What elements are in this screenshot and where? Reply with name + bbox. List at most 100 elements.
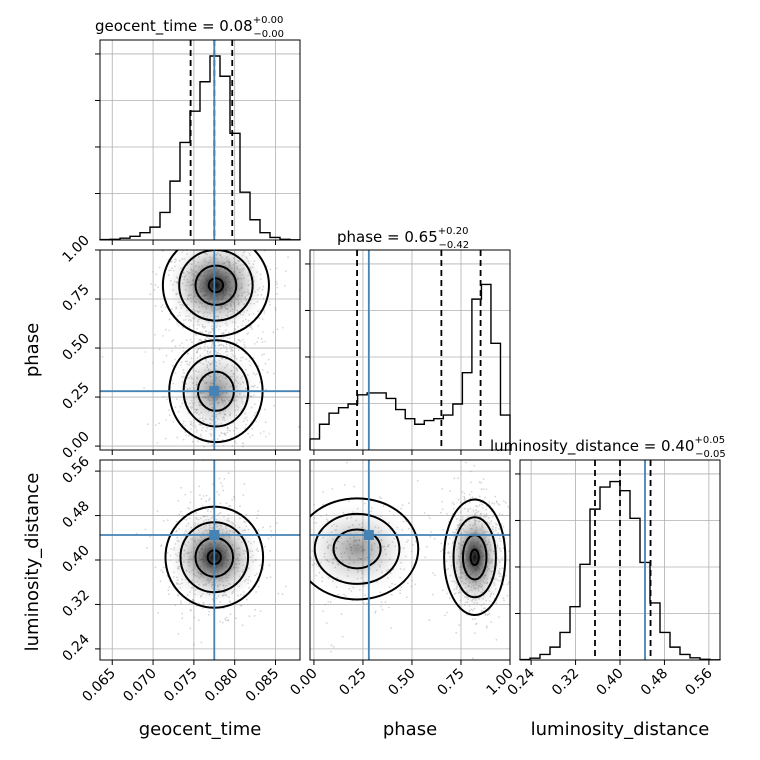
sample-point bbox=[239, 517, 241, 519]
sample-point bbox=[439, 511, 442, 514]
sample-point bbox=[167, 222, 169, 224]
y-tick-label-phase: 1.00 bbox=[59, 232, 92, 265]
sample-point bbox=[216, 490, 219, 493]
sample-point bbox=[366, 602, 368, 605]
sample-point bbox=[257, 324, 260, 327]
sample-point bbox=[217, 341, 220, 344]
sample-point bbox=[246, 231, 248, 233]
sample-point bbox=[468, 501, 471, 504]
sample-point bbox=[276, 293, 278, 296]
sample-point bbox=[269, 550, 272, 552]
sample-point bbox=[166, 552, 169, 554]
sample-point bbox=[162, 520, 165, 522]
sample-point bbox=[268, 564, 271, 567]
x-tick-label-luminosity-distance: 0.56 bbox=[682, 665, 715, 698]
sample-point bbox=[201, 504, 204, 507]
sample-point bbox=[225, 616, 228, 619]
sample-point bbox=[193, 600, 195, 602]
sample-point bbox=[261, 318, 264, 320]
sample-point bbox=[231, 445, 234, 447]
sample-point bbox=[498, 512, 501, 515]
sample-point bbox=[471, 496, 474, 499]
sample-point bbox=[159, 248, 161, 250]
sample-point bbox=[144, 351, 147, 353]
sample-point bbox=[222, 232, 224, 234]
sample-point bbox=[160, 545, 162, 548]
sample-point bbox=[487, 613, 490, 616]
sample-point bbox=[329, 601, 332, 604]
tick-labels: 0.065 0.070 0.075 0.080 0.085 0.00 0.25 0.50 0.7… bbox=[59, 232, 715, 705]
sample-point bbox=[276, 283, 278, 285]
sample-point bbox=[161, 304, 164, 307]
sample-point bbox=[237, 349, 240, 351]
sample-point bbox=[222, 337, 225, 339]
sample-point bbox=[242, 494, 245, 496]
sample-point bbox=[266, 371, 269, 374]
sample-point bbox=[204, 338, 206, 341]
sample-point bbox=[267, 537, 270, 540]
sample-point bbox=[221, 439, 224, 441]
sample-point bbox=[195, 334, 198, 337]
sample-point bbox=[197, 602, 200, 605]
sample-point bbox=[189, 609, 192, 611]
sample-point bbox=[469, 470, 472, 473]
sample-point bbox=[228, 337, 231, 339]
sample-point bbox=[212, 244, 214, 246]
sample-point bbox=[427, 514, 430, 517]
histogram-phase bbox=[309, 283, 511, 450]
sample-point bbox=[181, 326, 184, 329]
sample-point bbox=[504, 575, 507, 577]
sample-point bbox=[484, 607, 486, 609]
sample-point bbox=[253, 414, 256, 417]
sample-point bbox=[306, 538, 308, 540]
sample-point bbox=[390, 627, 392, 629]
sample-point bbox=[394, 583, 396, 586]
sample-point bbox=[153, 289, 156, 291]
sample-point bbox=[221, 621, 224, 624]
sample-point bbox=[186, 353, 189, 355]
sample-point bbox=[270, 535, 273, 538]
sample-point bbox=[390, 593, 393, 596]
sample-point bbox=[227, 472, 230, 475]
sample-point bbox=[307, 532, 309, 534]
sample-point bbox=[506, 583, 509, 586]
sample-point bbox=[463, 495, 466, 498]
sample-point bbox=[192, 598, 194, 601]
sample-point bbox=[156, 510, 159, 513]
sample-point bbox=[268, 300, 271, 303]
x-tick-label-phase: 0.75 bbox=[434, 666, 467, 699]
sample-point bbox=[220, 332, 223, 335]
sample-point bbox=[165, 354, 168, 357]
sample-point bbox=[216, 438, 219, 440]
sample-point bbox=[208, 610, 211, 613]
sample-point bbox=[491, 502, 494, 504]
sample-point bbox=[322, 610, 324, 613]
sample-point bbox=[198, 485, 201, 488]
sample-point bbox=[210, 241, 212, 243]
density-blob bbox=[166, 250, 265, 333]
sample-point bbox=[406, 596, 408, 598]
sample-point bbox=[177, 324, 180, 327]
sample-point bbox=[161, 250, 164, 253]
sample-point bbox=[481, 610, 484, 613]
sample-point bbox=[267, 358, 270, 361]
y-tick-label-luminosity-distance: 0.24 bbox=[59, 631, 92, 664]
truth-marker bbox=[363, 530, 374, 540]
hist-panel-geocent-time bbox=[95, 39, 301, 245]
sample-point bbox=[281, 326, 284, 329]
sample-point bbox=[264, 362, 267, 365]
sample-point bbox=[285, 585, 287, 588]
sample-point bbox=[101, 355, 104, 358]
sample-point bbox=[198, 494, 201, 497]
sample-point bbox=[168, 586, 171, 588]
panel-content bbox=[100, 222, 300, 450]
sample-point bbox=[184, 424, 187, 427]
sample-point bbox=[399, 592, 401, 595]
x-label-phase: phase bbox=[383, 719, 437, 740]
sample-point bbox=[225, 245, 227, 247]
sample-point bbox=[165, 234, 167, 236]
sample-point bbox=[303, 533, 305, 535]
sample-point bbox=[484, 614, 487, 617]
sample-point bbox=[470, 481, 472, 484]
sample-point bbox=[244, 346, 246, 348]
